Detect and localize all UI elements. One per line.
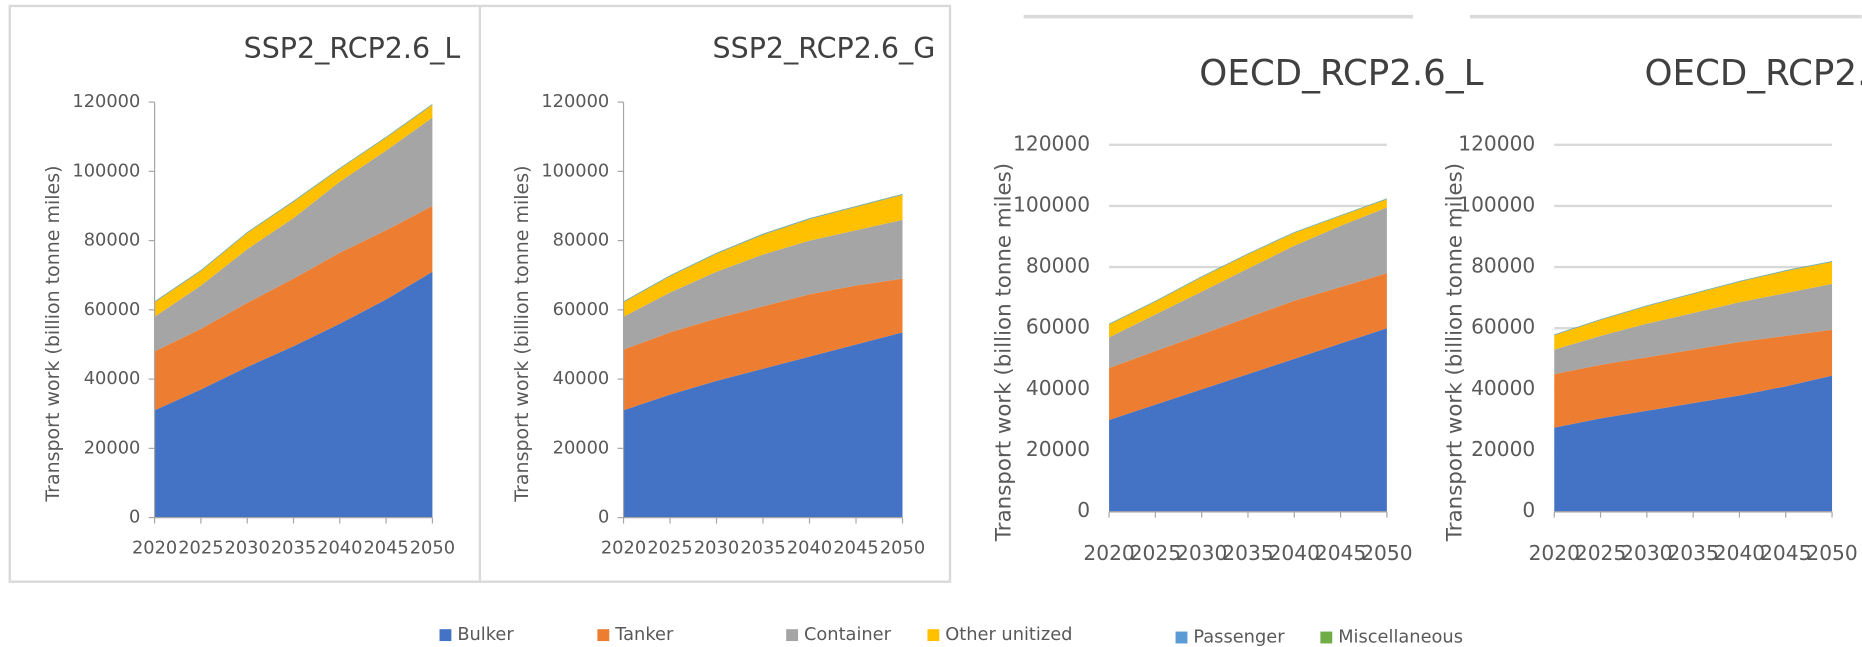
legend-swatch	[786, 629, 799, 642]
y-tick-label: 40000	[1471, 376, 1535, 400]
legend-label: Other unitized	[945, 624, 1072, 645]
y-tick-label: 40000	[553, 368, 610, 389]
area	[154, 271, 433, 518]
x-tick-label: 2040	[787, 537, 832, 558]
y-axis-label: Transport work (billion tonne miles)	[511, 165, 533, 502]
legend-swatch	[439, 629, 452, 642]
legend-label: Container	[804, 624, 892, 645]
y-axis-label: Transport work (billion tonne miles)	[42, 165, 64, 502]
y-tick-label: 20000	[84, 437, 141, 458]
chart-title: OECD_RCP2.6_L	[1199, 53, 1483, 94]
area	[1109, 199, 1387, 338]
x-tick-label: 2040	[1269, 541, 1320, 565]
y-tick-label: 20000	[1026, 437, 1090, 461]
y-tick-label: 60000	[84, 299, 141, 320]
x-tick-label: 2045	[1760, 541, 1811, 565]
y-tick-label: 40000	[84, 368, 141, 389]
x-tick-label: 2050	[1806, 541, 1857, 565]
y-tick-label: 0	[129, 507, 140, 528]
x-tick-label: 2045	[1315, 541, 1366, 565]
area	[154, 104, 433, 317]
legend-label: Tanker	[614, 624, 674, 645]
x-tick-label: 2020	[132, 537, 177, 558]
y-tick-label: 80000	[553, 230, 610, 251]
y-tick-label: 60000	[1471, 315, 1535, 339]
area	[1109, 273, 1387, 420]
x-tick-label: 2035	[1222, 541, 1273, 565]
y-tick-label: 0	[1077, 498, 1090, 522]
y-tick-label: 80000	[1471, 254, 1535, 278]
x-tick-label: 2045	[363, 537, 408, 558]
legend-label: Passenger	[1193, 627, 1285, 647]
x-tick-label: 2030	[694, 537, 739, 558]
x-tick-label: 2020	[601, 537, 646, 558]
chart-title: OECD_RCP2.6_G	[1644, 53, 1862, 94]
x-tick-label: 2030	[1176, 541, 1227, 565]
area	[1554, 329, 1833, 428]
x-tick-label: 2025	[178, 537, 223, 558]
x-tick-label: 2050	[880, 537, 925, 558]
x-tick-label: 2035	[740, 537, 785, 558]
legend-swatch	[1320, 631, 1333, 644]
y-tick-label: 100000	[72, 160, 140, 181]
chart-title: SSP2_RCP2.6_G	[713, 32, 936, 65]
area	[623, 219, 903, 350]
area	[1554, 283, 1833, 375]
y-axis-label: Transport work (billion tonne miles)	[992, 163, 1017, 542]
area	[1109, 207, 1387, 368]
y-tick-label: 80000	[84, 230, 141, 251]
area	[1554, 375, 1833, 512]
area	[154, 117, 433, 352]
y-axis-label: Transport work (billion tonne miles)	[1443, 163, 1468, 542]
area	[1554, 261, 1833, 350]
legend-swatch	[1175, 631, 1188, 644]
x-tick-label: 2030	[1621, 541, 1672, 565]
x-tick-label: 2035	[271, 537, 316, 558]
y-tick-label: 120000	[1458, 131, 1535, 155]
chart-title: SSP2_RCP2.6_L	[244, 32, 461, 65]
y-tick-label: 60000	[553, 299, 610, 320]
y-tick-label: 80000	[1026, 254, 1090, 278]
legend-swatch	[597, 629, 610, 642]
y-tick-label: 20000	[1471, 437, 1535, 461]
y-tick-label: 120000	[1013, 131, 1090, 155]
area	[1109, 328, 1387, 512]
y-tick-label: 100000	[541, 160, 609, 181]
x-tick-label: 2045	[833, 537, 878, 558]
x-tick-label: 2035	[1667, 541, 1718, 565]
legend-label: Bulker	[457, 624, 514, 645]
y-tick-label: 120000	[72, 91, 140, 112]
area	[623, 194, 903, 317]
y-tick-label: 20000	[553, 437, 610, 458]
area	[154, 205, 433, 411]
x-tick-label: 2025	[647, 537, 692, 558]
x-tick-label: 2025	[1575, 541, 1626, 565]
x-tick-label: 2050	[410, 537, 455, 558]
x-tick-label: 2030	[225, 537, 270, 558]
x-tick-label: 2020	[1083, 541, 1134, 565]
y-tick-label: 60000	[1026, 315, 1090, 339]
y-tick-label: 40000	[1026, 376, 1090, 400]
y-tick-label: 0	[1522, 498, 1535, 522]
area	[154, 104, 433, 303]
y-tick-label: 120000	[541, 91, 609, 112]
y-tick-label: 100000	[1013, 192, 1090, 216]
y-tick-label: 0	[598, 507, 609, 528]
x-tick-label: 2020	[1529, 541, 1580, 565]
x-tick-label: 2050	[1361, 541, 1412, 565]
y-tick-label: 100000	[1458, 192, 1535, 216]
legend-label: Miscellaneous	[1338, 627, 1463, 647]
area	[154, 103, 433, 302]
legend-swatch	[927, 629, 940, 642]
x-tick-label: 2025	[1130, 541, 1181, 565]
x-tick-label: 2040	[1714, 541, 1765, 565]
x-tick-label: 2040	[317, 537, 362, 558]
area	[623, 332, 903, 518]
area	[623, 278, 903, 411]
